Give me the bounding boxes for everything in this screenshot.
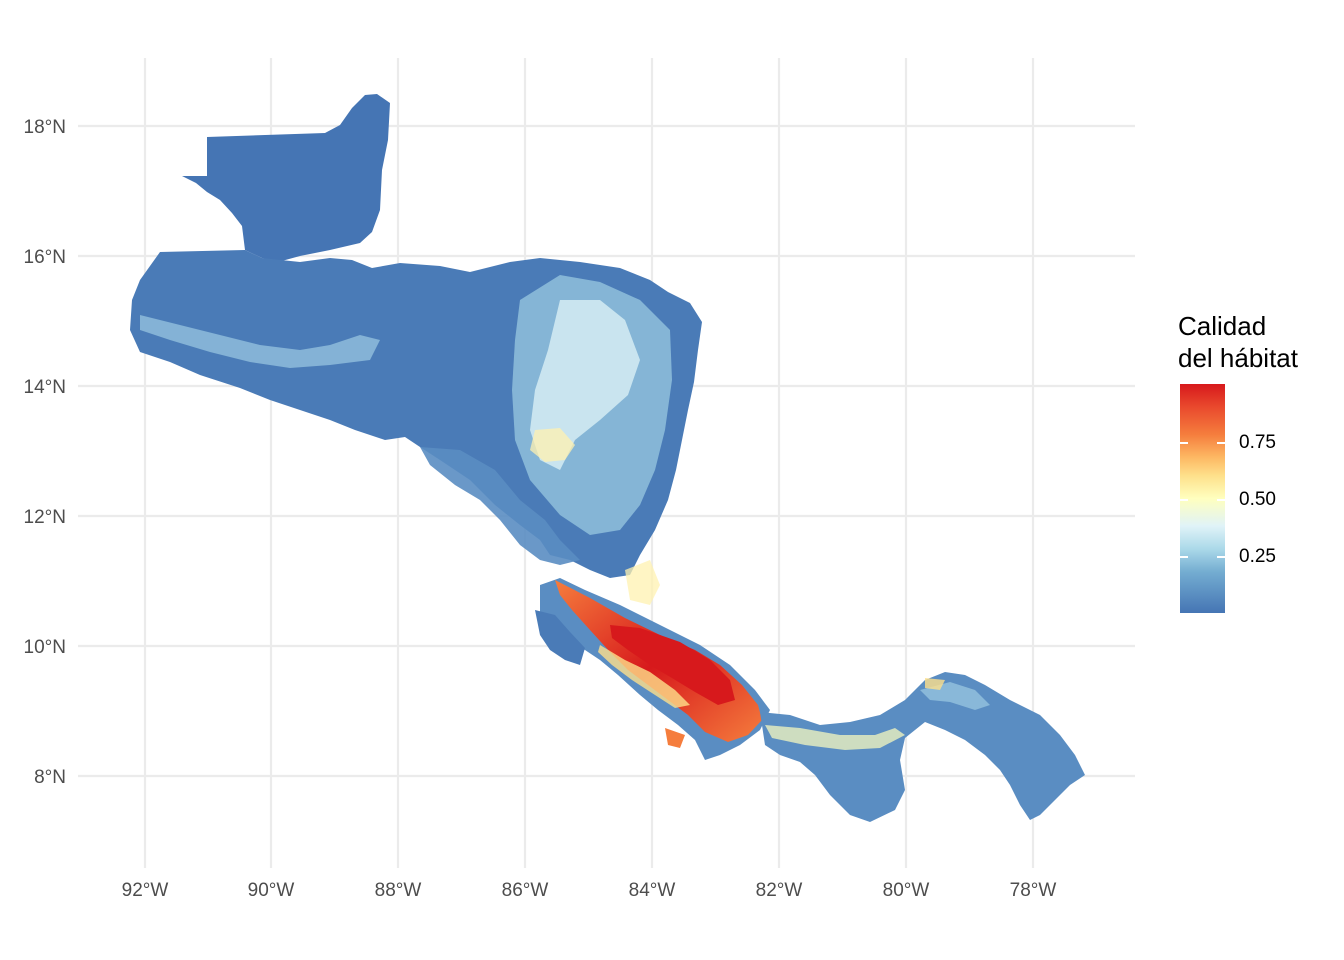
x-tick-label: 80°W — [883, 880, 930, 901]
x-tick-label: 88°W — [375, 880, 422, 901]
panama-central-band — [765, 725, 905, 750]
x-tick-label: 84°W — [629, 880, 676, 901]
nicaragua-lowlands — [420, 447, 580, 565]
x-tick-label: 90°W — [248, 880, 295, 901]
legend-title: Calidad del hábitat — [1178, 310, 1298, 374]
panama-west — [760, 672, 1085, 822]
osa-peninsula — [665, 728, 685, 748]
y-tick-label: 14°N — [24, 377, 66, 398]
y-tick-label: 18°N — [24, 117, 66, 138]
legend-label: 0.75 — [1239, 432, 1276, 453]
legend-title-line1: Calidad — [1178, 311, 1267, 341]
nicoya-peninsula — [535, 610, 585, 665]
legend-title-line2: del hábitat — [1178, 343, 1298, 373]
legend-label: 0.50 — [1239, 489, 1276, 510]
x-tick-label: 86°W — [502, 880, 549, 901]
costa-rica-yellow-fringe — [598, 645, 690, 708]
central-america-landmass — [130, 94, 1085, 822]
y-tick-label: 8°N — [34, 767, 66, 788]
x-tick-label: 82°W — [756, 880, 803, 901]
y-axis-labels: 18°N 16°N 14°N 12°N 10°N 8°N — [24, 117, 66, 788]
highlands-pale — [530, 300, 640, 470]
y-tick-label: 16°N — [24, 247, 66, 268]
legend-colorbar — [1180, 384, 1225, 613]
x-tick-label: 92°W — [122, 880, 169, 901]
x-axis-labels: 92°W 90°W 88°W 86°W 84°W 82°W 80°W 78°W — [122, 880, 1057, 901]
legend-label: 0.25 — [1239, 546, 1276, 567]
highlands-yellow-spots — [530, 428, 660, 605]
panama-east-spots — [925, 678, 945, 690]
costa-rica-core — [610, 625, 735, 705]
western-highland-band — [140, 315, 380, 368]
y-tick-label: 10°N — [24, 637, 66, 658]
guatemala-belize — [182, 94, 390, 262]
y-tick-label: 12°N — [24, 507, 66, 528]
x-tick-label: 78°W — [1010, 880, 1057, 901]
